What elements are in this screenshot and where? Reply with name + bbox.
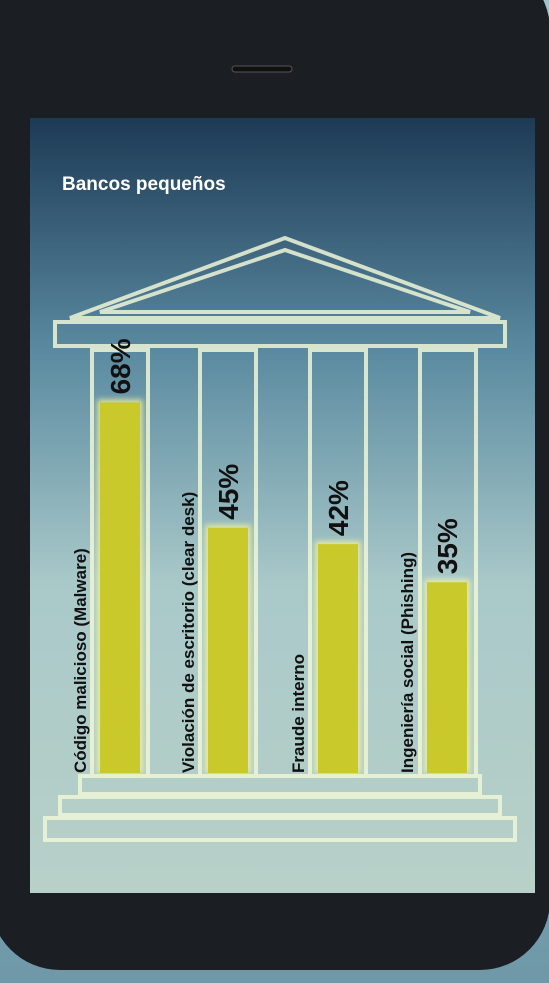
value-label: 42%	[323, 480, 354, 536]
bar	[427, 582, 467, 773]
bar	[100, 402, 140, 773]
bar	[208, 527, 248, 773]
value-label: 68%	[105, 338, 136, 394]
speaker	[231, 65, 293, 73]
value-label: 45%	[213, 464, 244, 520]
chart-title: Bancos pequeños	[62, 174, 226, 195]
category-label: Código malicioso (Malware)	[71, 548, 90, 773]
temple	[43, 235, 517, 842]
category-label: Violación de escritorio (clear desk)	[179, 492, 198, 773]
bar	[318, 544, 358, 773]
category-label: Fraude interno	[289, 654, 308, 773]
category-label: Ingeniería social (Phishing)	[398, 552, 417, 773]
value-label: 35%	[432, 518, 463, 574]
